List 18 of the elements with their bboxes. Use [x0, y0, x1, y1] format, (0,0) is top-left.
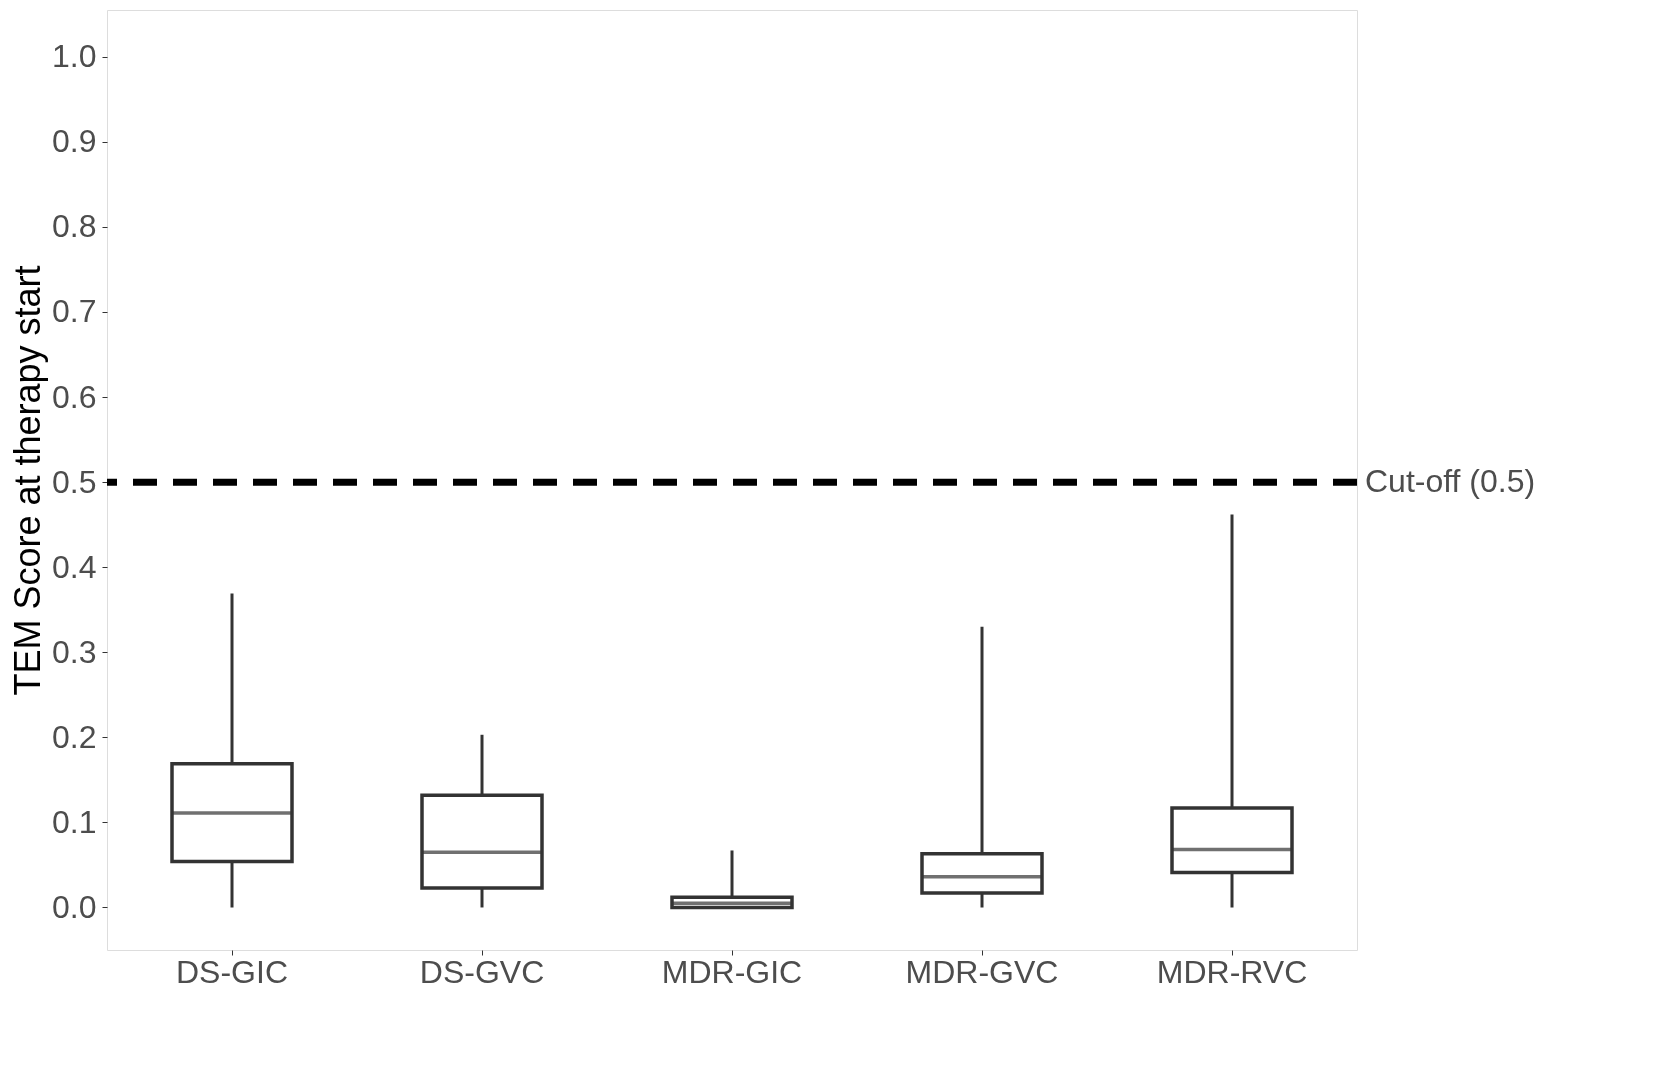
y-axis-title: TEM Score at therapy start — [7, 265, 49, 696]
y-tick-label: 0.3 — [52, 633, 97, 670]
x-tick-label: DS-GVC — [419, 953, 545, 990]
x-tick-label: MDR-GVC — [905, 953, 1059, 990]
x-tick-label: MDR-RVC — [1156, 953, 1308, 990]
y-tick-label: 0.4 — [52, 548, 97, 585]
y-tick-label: 0.0 — [52, 888, 97, 925]
ref-line-label: Cut-off (0.5) — [1365, 463, 1536, 500]
x-tick-label: DS-GIC — [176, 953, 288, 990]
y-tick-label: 0.8 — [52, 208, 97, 245]
y-tick-label: 0.2 — [52, 718, 97, 755]
y-tick-label: 0.7 — [52, 293, 97, 330]
y-tick-label: 1.0 — [52, 38, 97, 75]
y-tick-label: 0.1 — [52, 803, 97, 840]
y-tick-label: 0.5 — [52, 463, 97, 500]
y-tick-label: 0.6 — [52, 378, 97, 415]
y-tick-label: 0.9 — [52, 123, 97, 160]
x-tick-label: MDR-GIC — [661, 953, 803, 990]
